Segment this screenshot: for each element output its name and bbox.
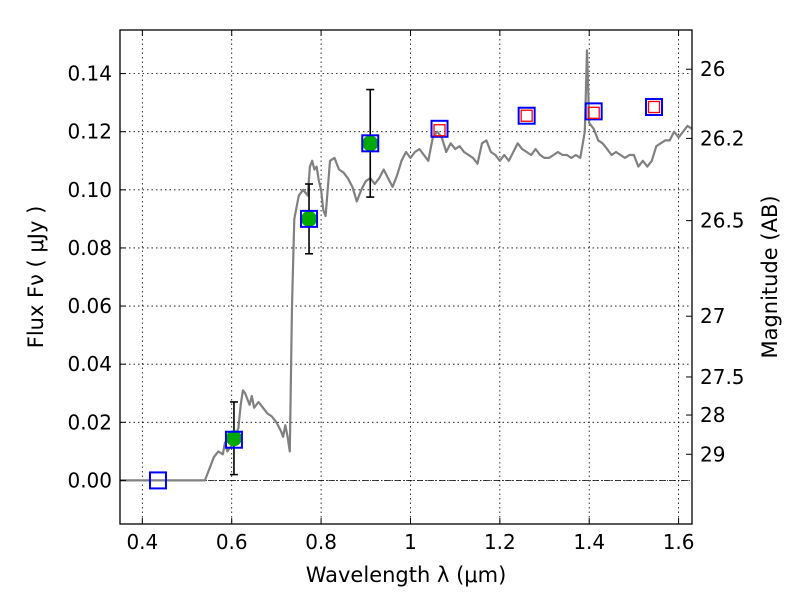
predicted-box — [433, 124, 446, 137]
y2-tick-label: 26.2 — [700, 126, 745, 150]
y-tick-label: 0.02 — [67, 410, 112, 434]
y-tick-label: 0.04 — [67, 352, 112, 376]
y2-tick-label: 27.5 — [700, 365, 745, 389]
y-tick-label: 0.00 — [67, 468, 112, 492]
y2-tick-label: 28 — [700, 403, 725, 427]
x-tick-label: 0.8 — [305, 530, 337, 554]
x-tick-label: 1 — [404, 530, 417, 554]
observed-point — [225, 430, 242, 447]
y2-tick-label: 29 — [700, 442, 725, 466]
axis-labels: Wavelength λ (μm) Flux Fν ( μJy ) Magnit… — [24, 195, 782, 587]
plot-frame — [119, 29, 693, 525]
observed-point — [301, 210, 318, 227]
y-tick-label: 0.06 — [67, 294, 112, 318]
y-axis-label: Flux Fν ( μJy ) — [24, 206, 48, 349]
predicted-box — [587, 106, 600, 119]
y-tick-label: 0.12 — [67, 120, 112, 144]
x-tick-label: 1.6 — [663, 530, 695, 554]
model-spectrum — [120, 49, 693, 482]
axis-ticks: 0.4 0.6 0.8 1 1.2 1.4 1.6 0.00 0.02 0.04 0.06 0.08 0… — [67, 30, 745, 554]
model-box — [517, 106, 536, 125]
error-bars — [229, 88, 375, 476]
model-box — [430, 119, 449, 138]
y-tick-label: 0.14 — [67, 62, 112, 86]
y-tick-label: 0.10 — [67, 178, 112, 202]
model-box — [224, 430, 243, 449]
x-tick-label: 0.4 — [126, 530, 158, 554]
y2-tick-label: 26.5 — [700, 209, 745, 233]
model-box — [148, 471, 167, 490]
spectrum-line — [120, 49, 693, 482]
data-markers — [148, 98, 664, 490]
model-box — [300, 209, 319, 228]
grid — [120, 30, 692, 524]
observed-point — [362, 135, 379, 152]
model-box — [361, 134, 380, 153]
x-tick-label: 1.2 — [484, 530, 516, 554]
x-tick-label: 0.6 — [216, 530, 248, 554]
predicted-box — [647, 100, 661, 114]
y2-axis-label: Magnitude (AB) — [758, 195, 782, 358]
x-axis-label: Wavelength λ (μm) — [306, 563, 507, 587]
y2-tick-label: 26 — [700, 57, 725, 81]
y-tick-label: 0.08 — [67, 236, 112, 260]
x-tick-label: 1.4 — [573, 530, 605, 554]
model-box — [584, 102, 603, 121]
y2-tick-label: 27 — [700, 304, 725, 328]
predicted-box — [520, 109, 533, 122]
model-box — [645, 98, 664, 117]
